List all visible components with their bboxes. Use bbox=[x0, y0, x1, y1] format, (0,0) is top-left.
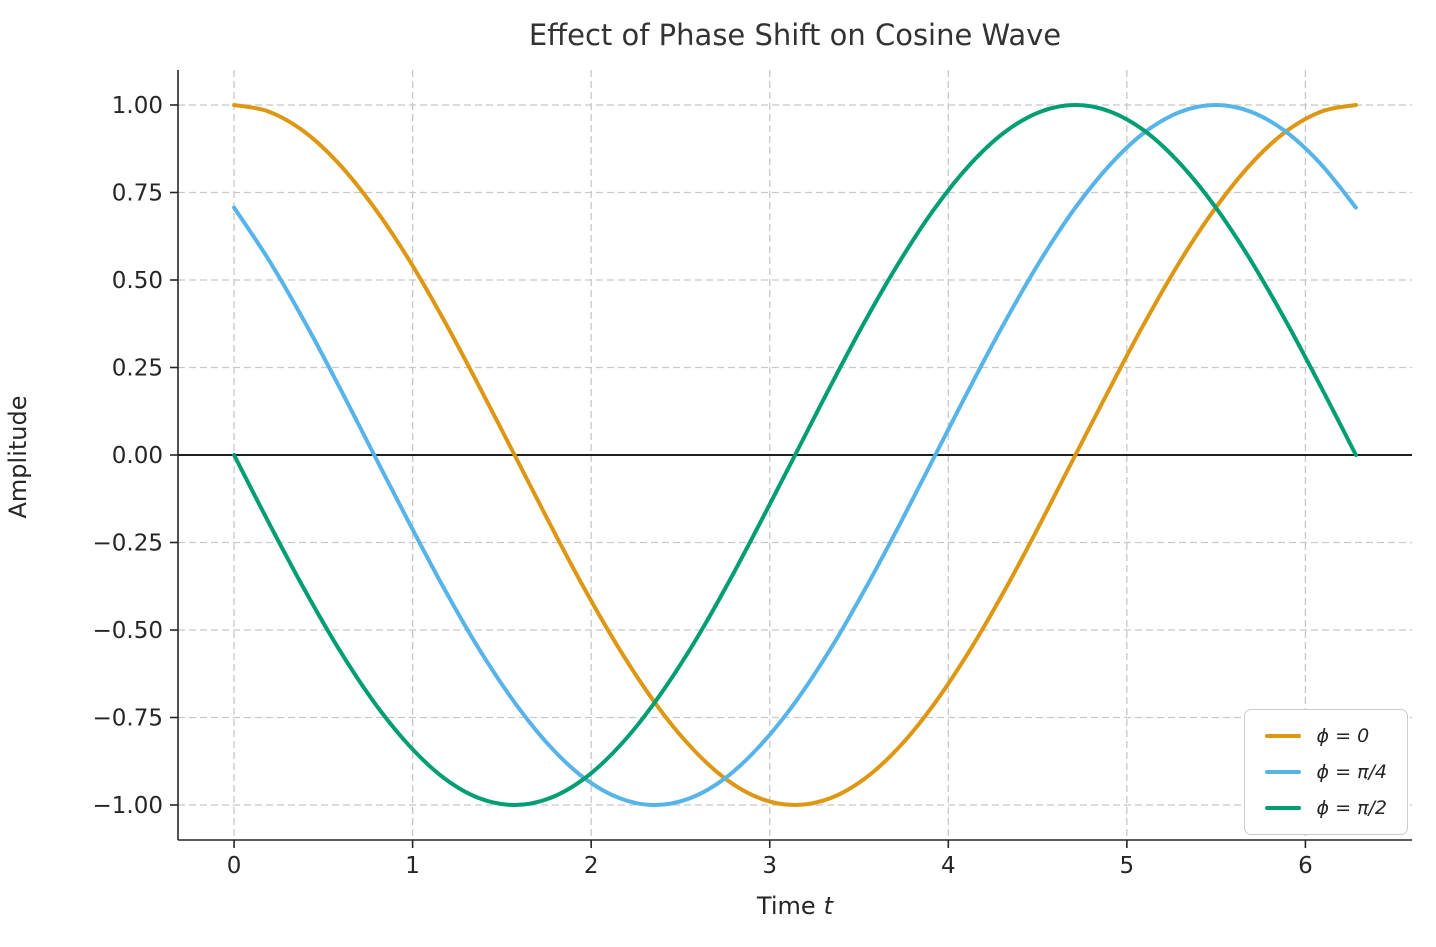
y-tick-label: 0.00 bbox=[112, 443, 163, 469]
legend-item-2: ϕ = π/2 bbox=[1264, 797, 1387, 819]
series-line-2 bbox=[232, 103, 1358, 807]
chart-title: Effect of Phase Shift on Cosine Wave bbox=[528, 18, 1062, 52]
legend-swatch-1 bbox=[1264, 770, 1301, 774]
series-line-0 bbox=[232, 103, 1358, 807]
y-tick-label: 0.50 bbox=[112, 268, 163, 294]
x-tick-label: 2 bbox=[584, 853, 599, 879]
legend-item-0: ϕ = 0 bbox=[1264, 725, 1387, 747]
legend-label-0: ϕ = 0 bbox=[1316, 725, 1370, 747]
y-tick-label: −0.25 bbox=[93, 531, 163, 557]
x-axis-label-var: t bbox=[823, 892, 834, 920]
legend-label-2: ϕ = π/2 bbox=[1316, 797, 1387, 819]
y-tick-label: 1.00 bbox=[112, 93, 163, 119]
x-tick-label: 4 bbox=[941, 853, 956, 879]
series-line-1 bbox=[232, 103, 1358, 807]
x-tick-label: 3 bbox=[762, 853, 777, 879]
x-tick-label: 0 bbox=[227, 853, 242, 879]
y-axis-label: Amplitude bbox=[4, 395, 32, 519]
legend-item-1: ϕ = π/4 bbox=[1264, 761, 1387, 783]
x-axis-label-text: Time bbox=[756, 892, 816, 920]
legend: ϕ = 0 ϕ = π/4 ϕ = π/2 bbox=[1243, 709, 1408, 835]
y-tick-label: −0.50 bbox=[93, 618, 163, 644]
y-tick-label: −1.00 bbox=[93, 793, 163, 819]
legend-swatch-0 bbox=[1264, 734, 1301, 738]
x-axis-label: Time t bbox=[178, 892, 1412, 920]
y-tick-label: −0.75 bbox=[93, 706, 163, 732]
y-tick-label: 0.25 bbox=[112, 356, 163, 382]
x-tick-label: 6 bbox=[1298, 853, 1313, 879]
legend-label-1: ϕ = π/4 bbox=[1316, 761, 1387, 783]
x-tick-label: 5 bbox=[1120, 853, 1135, 879]
legend-swatch-2 bbox=[1264, 806, 1301, 810]
y-tick-label: 0.75 bbox=[112, 181, 163, 207]
x-tick-label: 1 bbox=[405, 853, 420, 879]
